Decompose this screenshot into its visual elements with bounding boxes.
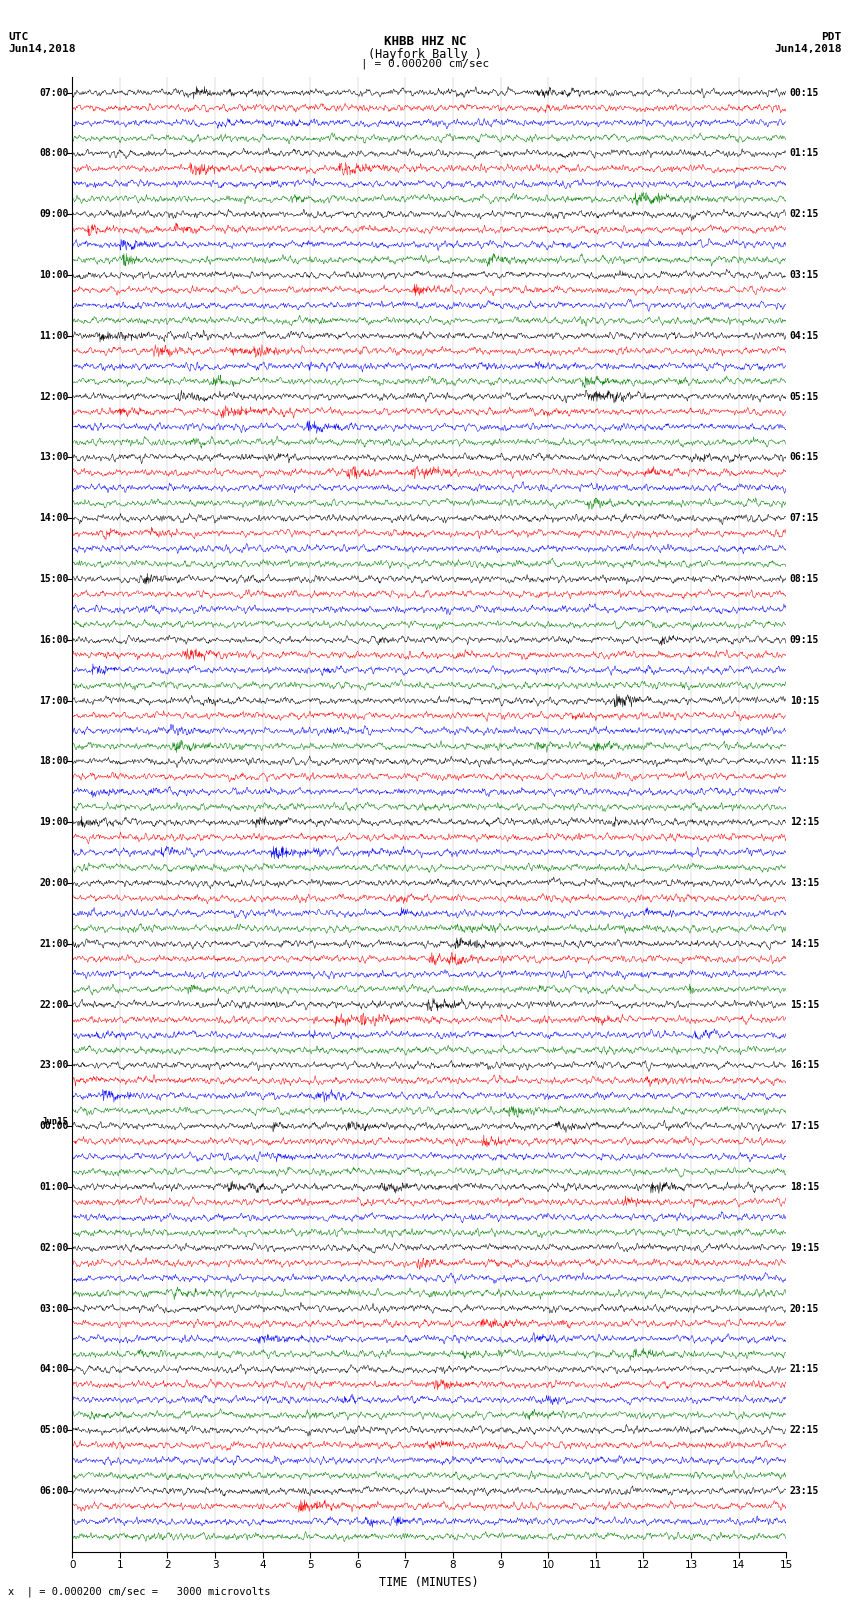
Text: 06:00: 06:00 (39, 1486, 69, 1495)
Text: 23:00: 23:00 (39, 1060, 69, 1071)
Text: 01:15: 01:15 (790, 148, 819, 158)
Text: 10:00: 10:00 (39, 269, 69, 281)
Text: 08:00: 08:00 (39, 148, 69, 158)
Text: 19:15: 19:15 (790, 1242, 819, 1253)
Text: Jun14,2018: Jun14,2018 (8, 44, 76, 53)
Text: 06:15: 06:15 (790, 452, 819, 463)
Text: 20:00: 20:00 (39, 877, 69, 889)
Text: 09:00: 09:00 (39, 210, 69, 219)
Text: 14:15: 14:15 (790, 939, 819, 948)
Text: 03:00: 03:00 (39, 1303, 69, 1313)
Text: 04:00: 04:00 (39, 1365, 69, 1374)
Text: 09:15: 09:15 (790, 636, 819, 645)
Text: 08:15: 08:15 (790, 574, 819, 584)
Text: | = 0.000200 cm/sec: | = 0.000200 cm/sec (361, 58, 489, 69)
Text: 23:15: 23:15 (790, 1486, 819, 1495)
Text: 21:00: 21:00 (39, 939, 69, 948)
Text: 15:00: 15:00 (39, 574, 69, 584)
Text: 07:00: 07:00 (39, 87, 69, 98)
Text: 04:15: 04:15 (790, 331, 819, 340)
Text: 10:15: 10:15 (790, 695, 819, 705)
Text: 17:00: 17:00 (39, 695, 69, 705)
Text: 22:00: 22:00 (39, 1000, 69, 1010)
Text: 02:00: 02:00 (39, 1242, 69, 1253)
Text: 15:15: 15:15 (790, 1000, 819, 1010)
Text: 07:15: 07:15 (790, 513, 819, 523)
Text: (Hayfork Bally ): (Hayfork Bally ) (368, 47, 482, 61)
Text: Jun14,2018: Jun14,2018 (774, 44, 842, 53)
Text: 02:15: 02:15 (790, 210, 819, 219)
Text: UTC: UTC (8, 32, 29, 42)
Text: 14:00: 14:00 (39, 513, 69, 523)
Text: KHBB HHZ NC: KHBB HHZ NC (383, 35, 467, 48)
Text: 00:00: 00:00 (39, 1121, 69, 1131)
Text: 16:15: 16:15 (790, 1060, 819, 1071)
Text: PDT: PDT (821, 32, 842, 42)
Text: 12:15: 12:15 (790, 818, 819, 827)
Text: 05:15: 05:15 (790, 392, 819, 402)
Text: 16:00: 16:00 (39, 636, 69, 645)
Text: 19:00: 19:00 (39, 818, 69, 827)
Text: 12:00: 12:00 (39, 392, 69, 402)
Text: Jun15: Jun15 (42, 1118, 69, 1126)
Text: 05:00: 05:00 (39, 1426, 69, 1436)
Text: 18:15: 18:15 (790, 1182, 819, 1192)
Text: 21:15: 21:15 (790, 1365, 819, 1374)
Text: x  | = 0.000200 cm/sec =   3000 microvolts: x | = 0.000200 cm/sec = 3000 microvolts (8, 1586, 271, 1597)
Text: 22:15: 22:15 (790, 1426, 819, 1436)
Text: 13:15: 13:15 (790, 877, 819, 889)
X-axis label: TIME (MINUTES): TIME (MINUTES) (379, 1576, 479, 1589)
Text: 13:00: 13:00 (39, 452, 69, 463)
Text: 01:00: 01:00 (39, 1182, 69, 1192)
Text: 20:15: 20:15 (790, 1303, 819, 1313)
Text: 17:15: 17:15 (790, 1121, 819, 1131)
Text: 03:15: 03:15 (790, 269, 819, 281)
Text: 11:00: 11:00 (39, 331, 69, 340)
Text: 11:15: 11:15 (790, 756, 819, 766)
Text: 00:15: 00:15 (790, 87, 819, 98)
Text: 18:00: 18:00 (39, 756, 69, 766)
